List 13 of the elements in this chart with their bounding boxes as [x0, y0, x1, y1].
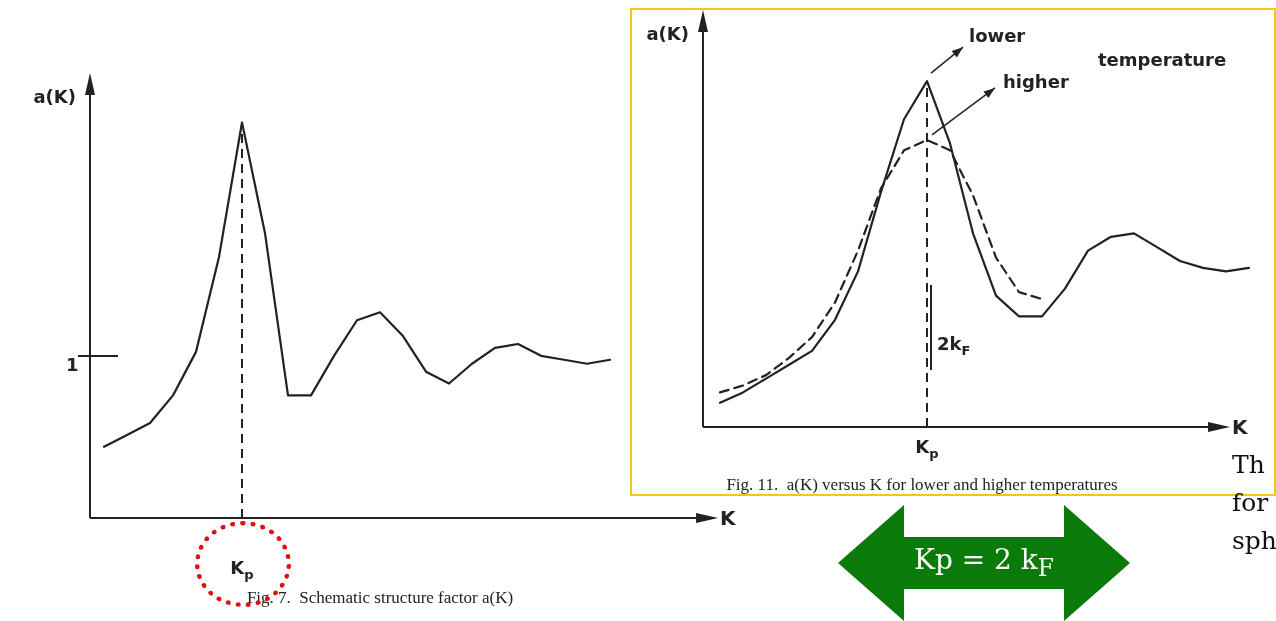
- text: Fig. 11. a(K) versus K for lower and higher temperatures: [726, 475, 1118, 494]
- legend-label: higher: [1003, 70, 1069, 92]
- text: temperature: [1098, 49, 1227, 70]
- text: Th: [1232, 449, 1266, 481]
- text: for: [1232, 487, 1270, 519]
- y-axis-title: a(K): [33, 86, 77, 107]
- text: lower: [969, 25, 1026, 47]
- text: sph: [1232, 525, 1276, 557]
- x-axis-title: K: [1232, 415, 1249, 439]
- x-axis-title: K: [720, 506, 737, 530]
- text: 1: [66, 354, 79, 375]
- text: Kp = 2 k$_{F}$: [913, 543, 1055, 582]
- y-axis-title: a(K): [646, 23, 690, 44]
